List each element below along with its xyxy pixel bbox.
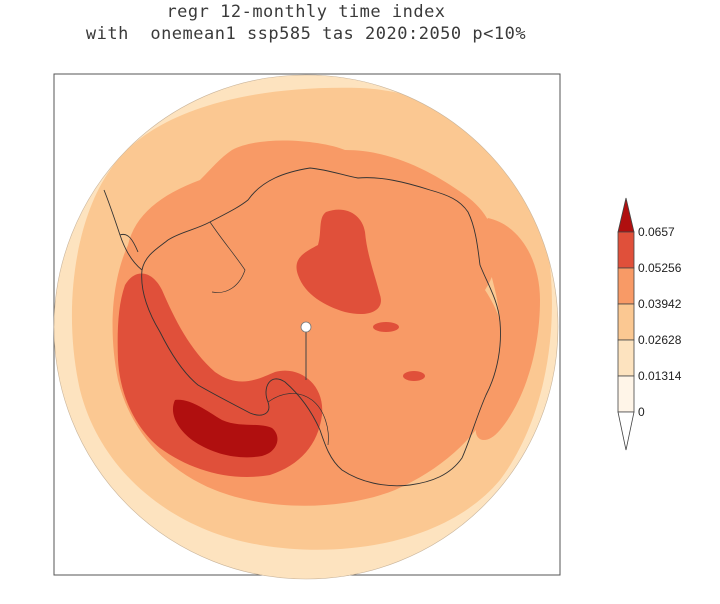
- colorbar-underflow-triangle: [617, 411, 635, 451]
- globe-outline: [53, 74, 559, 580]
- map-title-line1: regr 12-monthly time index: [166, 2, 446, 22]
- contour-level-4-east: [296, 209, 381, 315]
- colorbar: [617, 197, 635, 451]
- contour-level-4-patch-2: [403, 371, 425, 381]
- contour-level-4-patch: [373, 322, 399, 332]
- contour-level-4-west: [117, 273, 323, 477]
- colorbar-label-0.02628: 0.02628: [638, 333, 682, 347]
- colorbar-swatch-2: [617, 339, 635, 377]
- contour-level-3-east: [475, 218, 540, 441]
- colorbar-label-0.03942: 0.03942: [638, 297, 682, 311]
- map-title-line2: with onemean1 ssp585 tas 2020:2050 p<10%: [85, 24, 527, 44]
- ice-shelf-line: [267, 393, 329, 446]
- weddell-shelf-line: [209, 221, 246, 293]
- antarctic-coastline: [141, 167, 501, 487]
- contour-level-5-max: [172, 399, 278, 458]
- colorbar-label-0.01314: 0.01314: [638, 369, 682, 383]
- colorbar-swatch-3: [617, 303, 635, 341]
- colorbar-swatch-4: [617, 267, 635, 305]
- colorbar-label-0.05256: 0.05256: [638, 261, 682, 275]
- colorbar-label-0: 0: [638, 405, 645, 419]
- colorbar-swatch-5: [617, 231, 635, 269]
- colorbar-overflow-triangle: [617, 197, 635, 233]
- colorbar-swatch-1: [617, 375, 635, 413]
- colorbar-label-0.0657: 0.0657: [638, 225, 675, 239]
- antarctic-peninsula: [103, 189, 143, 271]
- south-pole-marker: [300, 321, 312, 333]
